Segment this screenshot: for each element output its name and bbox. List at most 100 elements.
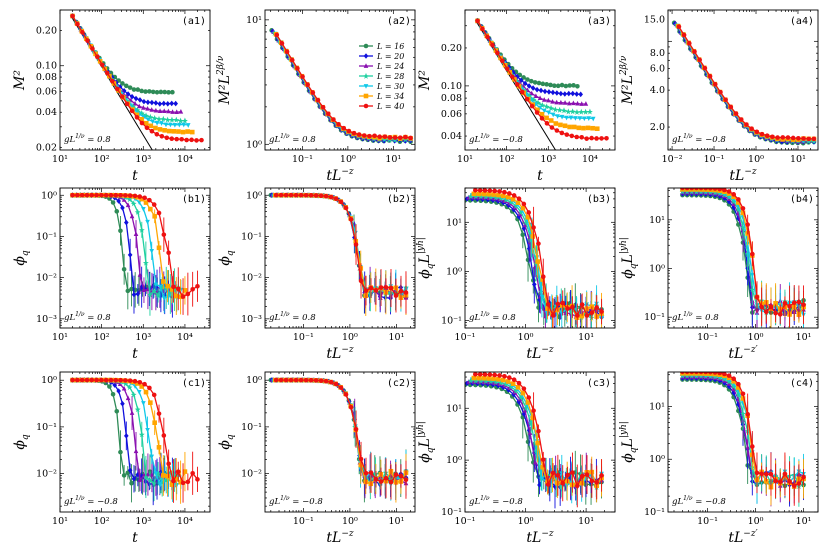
x-tick-label: 10⁻¹	[293, 332, 314, 343]
data-point	[161, 296, 167, 301]
data-point	[157, 127, 163, 132]
data-point	[126, 384, 133, 391]
data-point	[161, 108, 167, 114]
data-point	[333, 196, 339, 202]
data-point	[589, 310, 595, 316]
data-point	[108, 377, 114, 383]
y-tick-label: 10⁰	[446, 266, 462, 277]
data-point	[313, 378, 319, 383]
data-point	[157, 108, 163, 114]
y-tick-label: 10⁰	[446, 455, 462, 466]
data-point	[190, 470, 195, 476]
data-point	[372, 133, 377, 139]
data-point	[363, 93, 369, 99]
data-point	[773, 310, 778, 316]
data-point	[526, 395, 532, 400]
data-point	[590, 116, 596, 122]
x-axis-label: t	[132, 530, 138, 546]
x-tick-label: 10²	[94, 154, 110, 165]
series-line-1	[476, 20, 578, 87]
panel-b3: 10⁻¹ 10⁰ 10¹ 10⁻¹ 10⁰ 10¹ (b3) gL1/ν = 0.8 tL−z ϕ…	[416, 187, 616, 362]
y-tick-label: 0.04	[441, 131, 462, 142]
data-point	[338, 385, 344, 390]
data-point	[522, 222, 528, 228]
data-point	[180, 129, 186, 135]
data-point	[138, 431, 145, 438]
data-point	[511, 377, 517, 383]
data-point	[148, 206, 153, 212]
data-point	[373, 476, 379, 482]
annotation: gL1/ν = 0.8	[64, 311, 111, 323]
data-point	[341, 125, 347, 131]
data-point	[763, 309, 769, 315]
panel-label: (c3)	[587, 378, 611, 389]
data-point	[161, 473, 166, 478]
y-axis-label: M²L2β/ν	[216, 55, 233, 105]
data-point	[363, 103, 369, 109]
data-point	[178, 479, 183, 485]
data-point	[604, 135, 609, 141]
annotation: gL1/ν = −0.8	[269, 495, 323, 507]
data-point	[273, 377, 279, 383]
data-point	[182, 288, 188, 293]
data-point	[157, 284, 163, 290]
series-group	[69, 192, 200, 318]
data-point	[153, 125, 158, 131]
data-point	[130, 103, 136, 110]
data-point	[574, 483, 580, 489]
data-point	[560, 480, 566, 486]
data-point	[149, 454, 155, 460]
data-point	[143, 89, 148, 94]
data-point	[166, 461, 171, 467]
x-tick-label: 10⁻¹	[292, 154, 313, 165]
data-point	[175, 469, 181, 475]
data-point	[135, 87, 141, 92]
data-point	[491, 376, 496, 382]
data-point	[539, 294, 545, 300]
x-axis-label: tL−z′	[728, 345, 757, 362]
data-point	[185, 129, 190, 134]
series-group	[671, 20, 817, 146]
data-point	[353, 242, 359, 247]
data-point	[147, 89, 152, 94]
data-point	[343, 392, 349, 397]
data-point	[150, 89, 156, 95]
data-point	[520, 205, 526, 211]
data-point	[477, 372, 483, 377]
data-point	[166, 90, 171, 95]
data-point	[300, 74, 305, 79]
data-point	[726, 373, 732, 378]
panel-label: (a3)	[587, 16, 611, 27]
data-point	[161, 232, 167, 237]
data-point	[185, 291, 191, 297]
data-point	[576, 125, 582, 131]
series-group	[465, 188, 605, 328]
data-point	[477, 193, 484, 200]
data-point	[507, 191, 512, 196]
data-point	[532, 80, 538, 85]
x-tick-label: 10¹	[389, 332, 405, 343]
data-point	[496, 376, 501, 382]
data-point	[180, 480, 186, 486]
data-point	[155, 469, 162, 476]
data-point	[527, 430, 533, 435]
data-point	[343, 205, 349, 211]
data-point	[162, 128, 167, 133]
data-point	[698, 372, 704, 375]
data-point	[161, 433, 167, 438]
data-point	[141, 401, 146, 406]
data-point	[358, 456, 364, 462]
data-point	[502, 189, 507, 195]
data-point	[555, 83, 561, 89]
data-point	[708, 372, 713, 375]
y-tick-label: 10⁻¹	[36, 231, 57, 242]
data-point	[518, 208, 524, 215]
data-point	[171, 286, 178, 293]
data-point	[325, 111, 331, 117]
data-point	[151, 287, 157, 294]
data-point	[338, 199, 344, 205]
data-point	[133, 95, 139, 102]
data-point	[584, 472, 590, 477]
data-point	[143, 120, 149, 126]
data-point	[542, 88, 548, 95]
